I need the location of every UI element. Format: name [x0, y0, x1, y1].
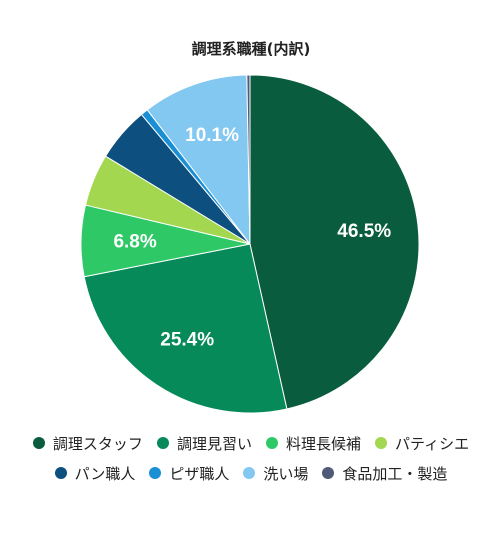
legend-item-3: 料理長候補	[265, 428, 361, 458]
legend-label: 料理長候補	[285, 434, 361, 453]
pie-slice-1	[249, 74, 420, 410]
legend-label: パン職人	[74, 464, 136, 483]
data-label-1: 46.5%	[337, 221, 391, 242]
legend-item-5: パン職人	[54, 458, 136, 488]
legend-swatch	[54, 467, 67, 479]
data-label-7: 10.1%	[185, 125, 239, 146]
legend-label: 洗い場	[263, 464, 309, 483]
legend-item-6: ピザ職人	[149, 458, 229, 488]
legend-label: 調理見習い	[176, 434, 252, 453]
legend-label: 食品加工・製造	[342, 464, 448, 483]
legend-label: ピザ職人	[169, 464, 230, 483]
chart-legend: 調理スタッフ 調理見習い 料理長候補 パティシエパン職人 ピザ職人 洗い場 食品加工・製造	[20, 428, 482, 488]
data-label-3: 6.8%	[113, 231, 156, 252]
legend-item-7: 洗い場	[243, 458, 308, 488]
legend-swatch	[243, 467, 256, 479]
legend-swatch	[156, 437, 169, 449]
legend-item-2: 調理見習い	[156, 428, 252, 458]
pie-chart: 46.5% 25.4% 6.8% 10.1%	[80, 74, 420, 414]
chart-title: 調理系職種(内訳)	[191, 40, 311, 58]
pie-slice-2	[83, 243, 288, 414]
legend-item-1: 調理スタッフ	[32, 428, 143, 458]
legend-swatch	[265, 437, 278, 449]
legend-item-8: 食品加工・製造	[322, 458, 447, 488]
legend-item-4: パティシエ	[374, 428, 470, 458]
pie-slice-8	[246, 74, 251, 245]
legend-swatch	[374, 437, 387, 449]
legend-swatch	[149, 467, 162, 479]
legend-swatch	[32, 437, 45, 449]
pie-slice-7	[146, 74, 251, 246]
data-label-2: 25.4%	[160, 330, 214, 351]
legend-label: パティシエ	[394, 434, 470, 453]
legend-label: 調理スタッフ	[52, 434, 143, 453]
legend-swatch	[322, 467, 335, 479]
